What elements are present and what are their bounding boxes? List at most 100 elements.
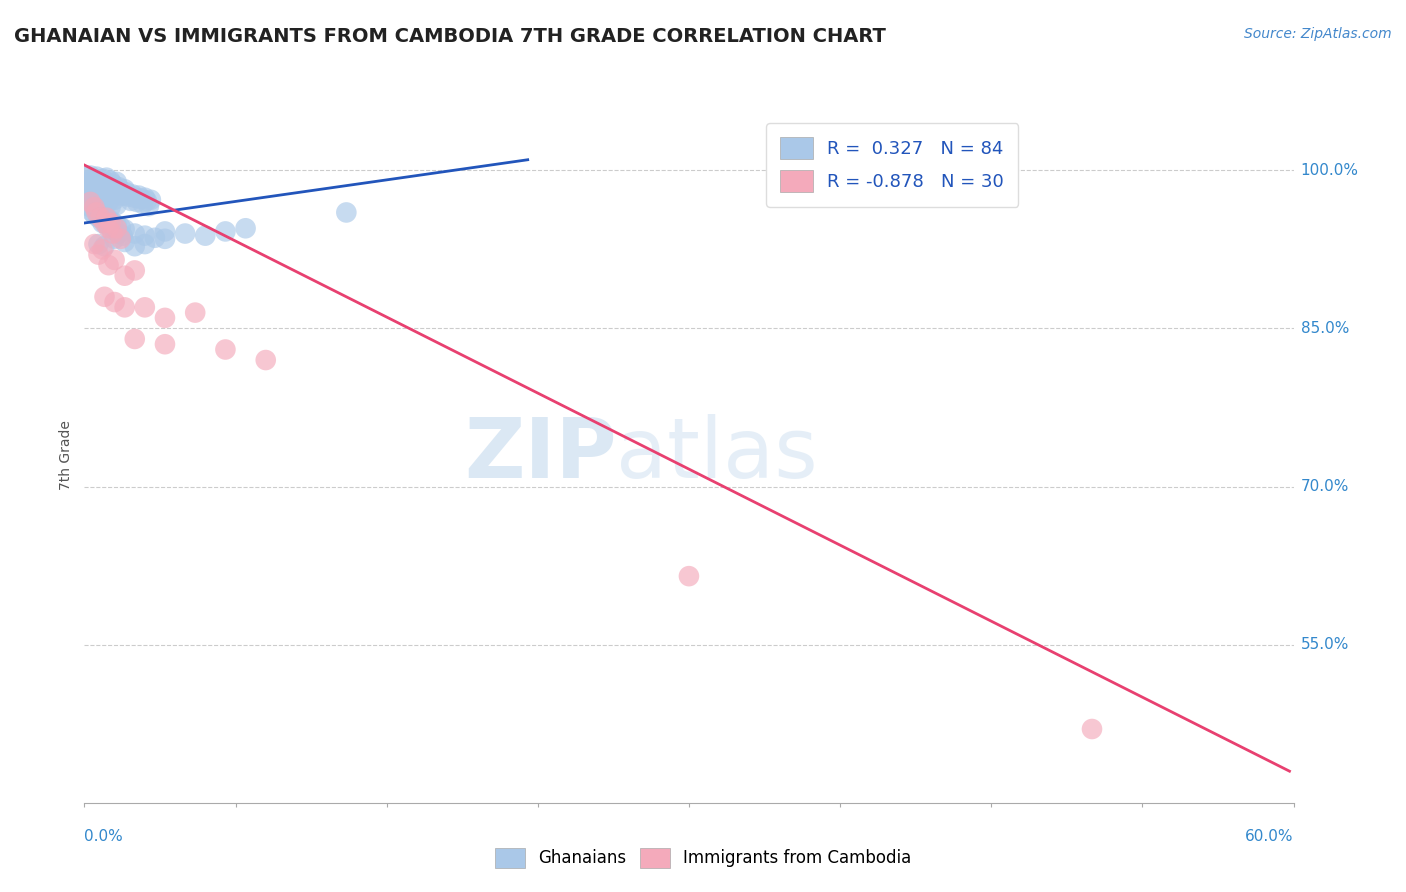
Text: Source: ZipAtlas.com: Source: ZipAtlas.com (1244, 27, 1392, 41)
Point (96, 170, 118, 185)
Point (335, 205, 357, 219)
Point (105, 221, 128, 235)
Point (101, 215, 124, 229)
Point (100, 216, 122, 230)
Legend: R =  0.327   N = 84, R = -0.878   N = 30: R = 0.327 N = 84, R = -0.878 N = 30 (766, 123, 1018, 207)
Point (79, 185, 101, 199)
Point (134, 301, 156, 315)
Point (79, 194, 101, 209)
Point (115, 186, 138, 200)
Point (96, 189, 118, 203)
Point (129, 192, 152, 206)
Point (91, 197, 114, 211)
Point (91, 216, 114, 230)
Point (110, 232, 132, 246)
Point (96, 218, 118, 232)
Point (124, 227, 146, 241)
Point (678, 569, 700, 583)
Point (153, 310, 176, 325)
Point (86, 169, 108, 184)
Point (214, 224, 236, 238)
Point (89, 211, 111, 225)
Point (104, 232, 127, 246)
Point (110, 220, 132, 235)
Point (105, 198, 128, 212)
Point (87, 237, 110, 252)
Point (93, 185, 115, 199)
Point (121, 187, 143, 202)
Point (97, 179, 120, 194)
Point (124, 332, 146, 346)
Point (114, 182, 136, 196)
Point (101, 227, 124, 241)
Text: GHANAIAN VS IMMIGRANTS FROM CAMBODIA 7TH GRADE CORRELATION CHART: GHANAIAN VS IMMIGRANTS FROM CAMBODIA 7TH… (14, 27, 886, 45)
Text: 55.0%: 55.0% (1301, 637, 1348, 652)
Point (104, 181, 127, 195)
Y-axis label: 7th Grade: 7th Grade (59, 420, 73, 490)
Point (96, 211, 118, 225)
Point (153, 232, 176, 246)
Point (153, 337, 176, 351)
Point (97, 258, 120, 272)
Point (124, 191, 146, 205)
Point (107, 180, 129, 194)
Point (100, 174, 122, 188)
Point (134, 191, 156, 205)
Point (1081, 722, 1104, 736)
Point (82, 171, 104, 186)
Point (83, 194, 105, 209)
Point (134, 237, 156, 252)
Point (82, 189, 104, 203)
Point (93, 290, 115, 304)
Point (104, 252, 127, 267)
Point (153, 224, 176, 238)
Point (82, 205, 104, 219)
Point (93, 239, 115, 253)
Point (107, 227, 129, 241)
Text: 60.0%: 60.0% (1246, 830, 1294, 844)
Point (97, 221, 120, 235)
Point (105, 175, 128, 189)
Point (132, 197, 155, 211)
Point (135, 194, 157, 208)
Point (128, 188, 150, 202)
Point (75, 169, 97, 183)
Text: 85.0%: 85.0% (1301, 321, 1348, 336)
Point (79, 200, 101, 214)
Point (89, 204, 111, 219)
Point (87, 247, 110, 261)
Point (101, 186, 124, 201)
Point (83, 237, 105, 252)
Point (194, 228, 217, 243)
Point (110, 185, 132, 199)
Point (105, 218, 128, 232)
Point (138, 199, 160, 213)
Text: 70.0%: 70.0% (1301, 479, 1348, 494)
Point (111, 228, 134, 243)
Point (104, 223, 127, 237)
Point (91, 171, 114, 186)
Point (114, 222, 136, 236)
Point (125, 194, 148, 209)
Legend: Ghanaians, Immigrants from Cambodia: Ghanaians, Immigrants from Cambodia (488, 841, 918, 875)
Text: 0.0%: 0.0% (84, 830, 124, 844)
Point (83, 200, 105, 214)
Point (97, 194, 120, 209)
Point (86, 202, 108, 217)
Point (93, 176, 115, 190)
Point (77, 179, 100, 194)
Point (100, 200, 122, 214)
Point (124, 263, 146, 277)
Point (79, 169, 101, 183)
Point (254, 353, 277, 368)
Point (87, 186, 110, 201)
Point (104, 193, 127, 207)
Point (111, 188, 134, 202)
Text: ZIP: ZIP (464, 415, 616, 495)
Point (83, 176, 105, 190)
Point (86, 205, 108, 219)
Point (89, 178, 111, 192)
Point (104, 295, 127, 310)
Point (139, 193, 162, 207)
Point (174, 227, 197, 241)
